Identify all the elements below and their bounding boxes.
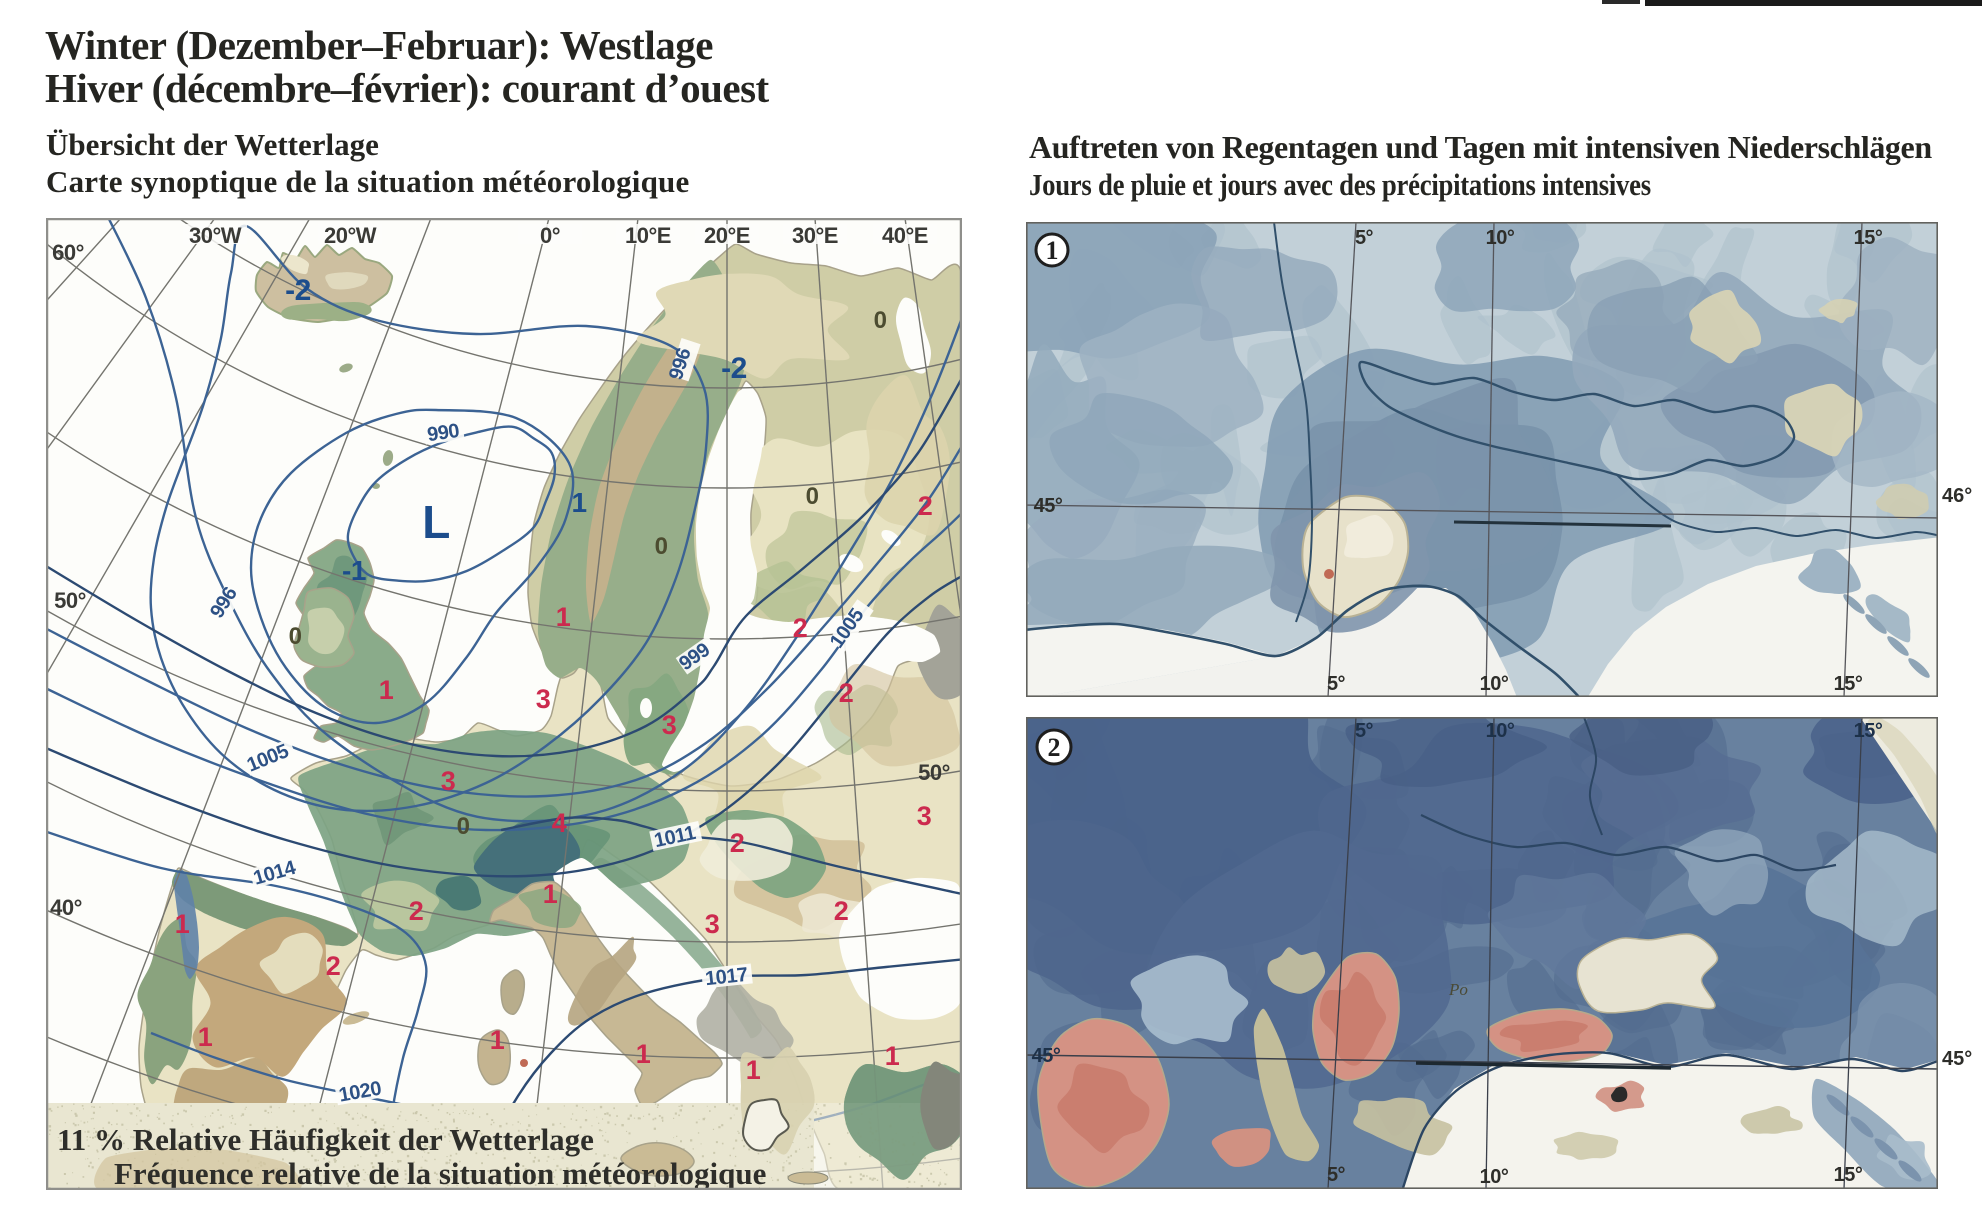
svg-text:3: 3 bbox=[705, 909, 720, 939]
svg-text:10°: 10° bbox=[1480, 1166, 1509, 1188]
svg-text:1: 1 bbox=[490, 1025, 505, 1055]
svg-text:5°: 5° bbox=[1327, 1164, 1346, 1186]
svg-text:20°W: 20°W bbox=[324, 223, 377, 248]
svg-text:45°: 45° bbox=[1032, 1045, 1061, 1067]
svg-text:30°W: 30°W bbox=[189, 223, 242, 248]
svg-text:0: 0 bbox=[289, 623, 302, 650]
svg-text:0°: 0° bbox=[540, 223, 560, 248]
svg-text:10°: 10° bbox=[1486, 720, 1515, 742]
svg-text:L: L bbox=[422, 496, 450, 548]
svg-text:1: 1 bbox=[571, 487, 586, 518]
svg-text:30°E: 30°E bbox=[792, 223, 838, 248]
svg-text:990: 990 bbox=[426, 420, 461, 446]
svg-text:60°: 60° bbox=[52, 240, 84, 265]
svg-text:4: 4 bbox=[552, 808, 567, 838]
svg-text:-2: -2 bbox=[721, 352, 747, 385]
svg-text:5°: 5° bbox=[1327, 673, 1346, 695]
svg-text:0: 0 bbox=[457, 813, 470, 840]
svg-text:2: 2 bbox=[793, 613, 808, 643]
svg-text:10°E: 10°E bbox=[625, 223, 671, 248]
svg-text:2: 2 bbox=[1048, 733, 1061, 762]
svg-text:10°: 10° bbox=[1486, 227, 1515, 249]
svg-text:40°: 40° bbox=[50, 895, 82, 920]
svg-text:15°: 15° bbox=[1854, 227, 1883, 249]
svg-text:-2: -2 bbox=[285, 274, 311, 307]
svg-text:50°: 50° bbox=[54, 588, 86, 613]
svg-text:0: 0 bbox=[655, 533, 668, 560]
svg-text:1: 1 bbox=[175, 909, 190, 939]
svg-text:2: 2 bbox=[730, 828, 745, 858]
svg-text:2: 2 bbox=[326, 951, 341, 981]
svg-text:15°: 15° bbox=[1854, 720, 1883, 742]
svg-text:2: 2 bbox=[918, 491, 933, 521]
svg-text:1017: 1017 bbox=[704, 964, 749, 990]
svg-text:2: 2 bbox=[834, 896, 849, 926]
svg-text:3: 3 bbox=[441, 766, 456, 796]
svg-text:1: 1 bbox=[379, 675, 394, 705]
svg-text:15°: 15° bbox=[1834, 1164, 1863, 1186]
svg-text:-1: -1 bbox=[342, 555, 366, 586]
svg-text:20°E: 20°E bbox=[704, 223, 750, 248]
svg-text:1: 1 bbox=[1046, 236, 1059, 265]
svg-text:1: 1 bbox=[543, 879, 558, 909]
svg-text:11 % Relative Häufigkeit der W: 11 % Relative Häufigkeit der Wetterlage bbox=[57, 1122, 594, 1157]
svg-text:5°: 5° bbox=[1355, 720, 1374, 742]
svg-text:2: 2 bbox=[409, 896, 424, 926]
svg-text:0: 0 bbox=[806, 483, 819, 510]
svg-text:50°: 50° bbox=[918, 760, 950, 785]
svg-text:45°: 45° bbox=[1034, 495, 1063, 517]
svg-text:1: 1 bbox=[198, 1022, 213, 1052]
svg-text:5°: 5° bbox=[1355, 227, 1374, 249]
svg-text:10°: 10° bbox=[1480, 673, 1509, 695]
svg-text:15°: 15° bbox=[1834, 673, 1863, 695]
svg-text:Fréquence relative de la situa: Fréquence relative de la situation météo… bbox=[114, 1156, 766, 1190]
svg-text:1: 1 bbox=[636, 1039, 651, 1069]
svg-text:0: 0 bbox=[874, 307, 887, 334]
svg-text:1: 1 bbox=[885, 1041, 900, 1071]
svg-text:3: 3 bbox=[662, 710, 677, 740]
svg-text:40°E: 40°E bbox=[882, 223, 928, 248]
svg-text:1: 1 bbox=[746, 1055, 761, 1085]
svg-text:3: 3 bbox=[536, 684, 551, 714]
svg-text:1: 1 bbox=[556, 602, 571, 632]
svg-text:2: 2 bbox=[839, 678, 854, 708]
svg-text:3: 3 bbox=[917, 801, 932, 831]
svg-text:Po: Po bbox=[1448, 980, 1468, 999]
